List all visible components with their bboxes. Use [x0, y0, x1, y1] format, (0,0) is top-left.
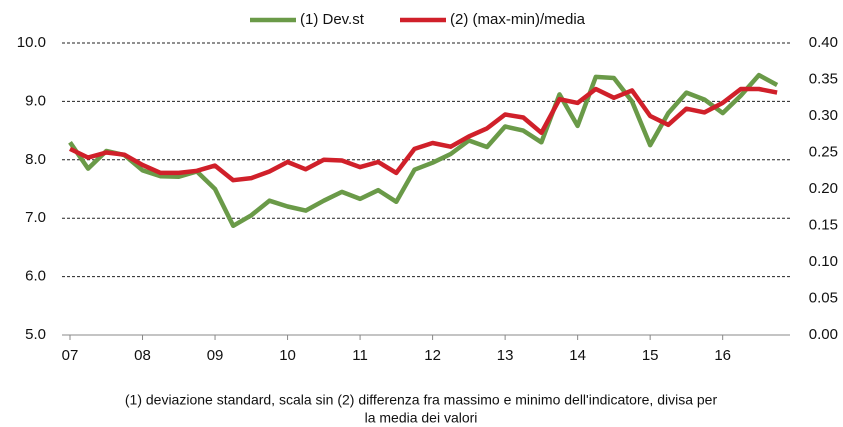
x-tick-label: 13 [497, 347, 514, 364]
x-tick-label: 10 [279, 347, 296, 364]
y2-tick-label: 0.35 [809, 70, 838, 87]
x-tick-label: 11 [352, 347, 368, 364]
series-line [69, 86, 778, 183]
y-tick-label: 10.0 [17, 34, 46, 51]
x-tick-label: 16 [714, 347, 731, 364]
y-tick-label: 6.0 [25, 268, 46, 285]
series-line [68, 72, 779, 229]
y2-tick-label: 0.30 [809, 107, 838, 124]
x-tick-label: 15 [642, 347, 659, 364]
y2-tick-label: 0.20 [809, 180, 838, 197]
y-tick-label: 8.0 [25, 151, 46, 168]
caption: (1) deviazione standard, scala sin (2) d… [125, 392, 718, 408]
y-tick-label: 9.0 [25, 92, 46, 109]
legend-label: (2) (max-min)/media [450, 11, 586, 28]
y-tick-label: 7.0 [25, 209, 46, 226]
caption: la media dei valori [365, 410, 478, 426]
x-tick-label: 09 [207, 347, 224, 364]
y2-tick-label: 0.15 [809, 216, 838, 233]
x-tick-label: 14 [569, 347, 586, 364]
x-tick-label: 08 [134, 347, 151, 364]
y2-tick-label: 0.05 [809, 289, 838, 306]
y2-tick-label: 0.40 [809, 34, 838, 51]
y2-tick-label: 0.25 [809, 143, 838, 160]
x-tick-label: 12 [424, 347, 441, 364]
y-tick-label: 5.0 [25, 326, 46, 343]
x-tick-label: 07 [62, 347, 79, 364]
y2-tick-label: 0.10 [809, 253, 838, 270]
y2-tick-label: 0.00 [809, 326, 838, 343]
legend-label: (1) Dev.st [300, 11, 365, 28]
